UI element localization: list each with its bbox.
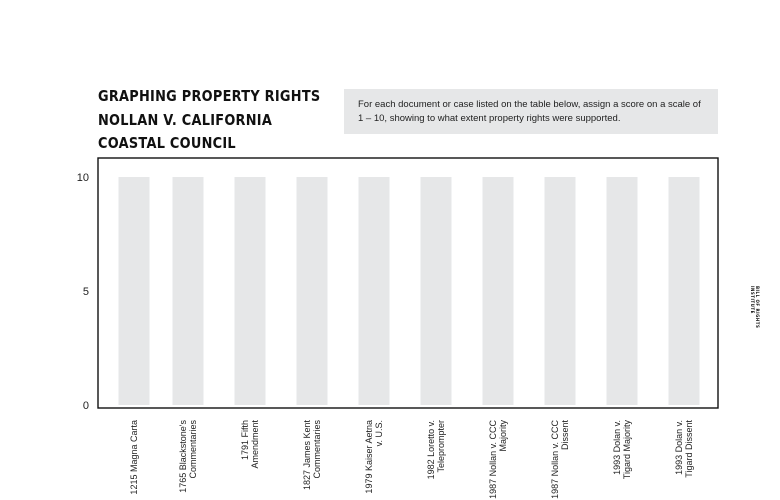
instructions-box: For each document or case listed on the … [344,89,718,134]
x-tick-label-line: 1993 Dolan v. [612,420,622,475]
x-tick-label-line: Commentaries [312,420,322,479]
x-tick-label-line: v. U.S. [374,420,384,446]
bar-5 [358,177,390,405]
x-tick-label-line: Tigard Majority [622,420,632,480]
institute-logo: BILL OF RIGHTS INSTITUTE [750,286,764,328]
x-tick-label: 1987 Nollan v. CCC Majority [488,420,508,499]
x-tick-label-line: 1827 James Kent [302,420,312,491]
x-tick-label: 1993 Dolan v. Tigard Majority [612,420,632,480]
x-tick-label-line: 1215 Magna Carta [129,420,139,495]
bar-2 [172,177,204,405]
x-tick-label-line: 1765 Blackstone's [178,420,188,493]
x-tick-label-line: Dissent [560,420,570,451]
x-tick-label: 1979 Kaiser Aetna v. U.S. [364,420,384,494]
x-tick-label: 1982 Loretto v. Teleprompter [426,420,446,479]
y-tick-label: 5 [83,286,89,298]
x-tick-label-line: Amendment [250,420,260,469]
x-tick-label: 1791 Fifth Amendment [240,420,260,469]
bar-8 [544,177,576,405]
x-tick-label-line: Teleprompter [436,420,446,473]
bar-1 [118,177,150,405]
x-tick-label: 1827 James Kent Commentaries [302,420,322,491]
x-tick-label: 1993 Dolan v. Tigard Dissent [674,420,694,478]
x-tick-label-line: Tigard Dissent [684,420,694,478]
bar-6 [420,177,452,405]
x-tick-label-line: 1987 Nollan v. CCC [550,420,560,499]
title-line-1: GRAPHING PROPERTY RIGHTS [98,87,321,105]
x-tick-label: 1987 Nollan v. CCC Dissent [550,420,570,499]
x-tick-label: 1765 Blackstone's Commentaries [178,420,198,493]
bar-7 [482,177,514,405]
bar-3 [234,177,266,405]
x-tick-label: 1215 Magna Carta [129,420,139,495]
x-tick-label-line: Majority [498,420,508,452]
logo-text: BILL OF RIGHTS INSTITUTE [750,286,760,328]
title-line-3: COASTAL COUNCIL [98,134,236,152]
x-tick-label-line: 1979 Kaiser Aetna [364,420,374,494]
title-line-2: NOLLAN V. CALIFORNIA [98,111,273,129]
x-tick-label-line: 1791 Fifth [240,420,250,460]
x-tick-label-line: Commentaries [188,420,198,479]
y-tick-label: 10 [77,172,89,184]
y-tick-label: 0 [83,400,89,412]
bar-10 [668,177,700,405]
x-tick-label-line: 1993 Dolan v. [674,420,684,475]
x-tick-label-line: 1987 Nollan v. CCC [488,420,498,499]
logo-line-1: BILL OF RIGHTS [755,286,760,329]
bar-9 [606,177,638,405]
x-tick-label-line: 1982 Loretto v. [426,420,436,479]
bar-4 [296,177,328,405]
chart-frame [97,157,719,409]
